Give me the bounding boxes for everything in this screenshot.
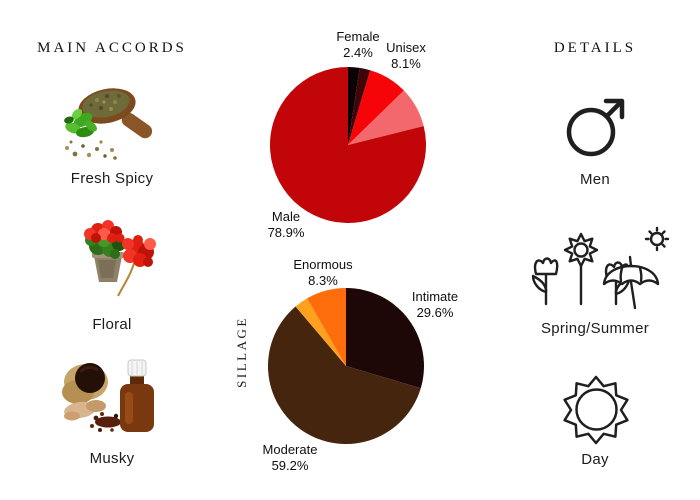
pie-label-intimate-pct: 29.6%: [416, 305, 454, 320]
pie-slice-unisex: [348, 70, 404, 145]
accord-label-floral: Floral: [92, 316, 132, 333]
sun-core: [575, 388, 618, 431]
sun-outline-icon: [563, 375, 629, 445]
pie-label-moderate: Moderate 59.2%: [259, 442, 321, 474]
musk-pod: [62, 363, 108, 404]
tulip-leaf: [531, 274, 548, 294]
pie-label-female-pct: 2.4%: [343, 45, 373, 60]
pie-label-male-pct: 78.9%: [267, 225, 305, 240]
pie-slice-unlabeled: [295, 298, 346, 366]
tulip-flower: [533, 257, 559, 276]
musk-powder: [90, 412, 128, 432]
sillage-pie-chart: [268, 288, 424, 444]
sun-rays: [563, 375, 629, 445]
pie-label-enormous-pct: 8.3%: [308, 273, 338, 288]
umbrella-pole: [629, 280, 637, 310]
pie-label-enormous: Enormous 8.3%: [292, 257, 354, 289]
details-header: DETAILS: [553, 40, 637, 56]
resin-chunks: [64, 400, 106, 421]
scattered-herbs: [65, 140, 117, 160]
pie-slice-female: [348, 67, 360, 145]
pie-slice-male: [270, 67, 426, 223]
fresh-spicy-image: [64, 88, 153, 160]
pie-label-female: Female 2.4%: [330, 29, 386, 61]
pie-label-male: Male 78.9%: [258, 209, 314, 241]
pie-slice-moderate: [268, 306, 421, 444]
pie-label-unisex: Unisex 8.1%: [378, 40, 434, 72]
accord-label-fresh-spicy: Fresh Spicy: [70, 170, 154, 187]
accord-label-musky: Musky: [89, 450, 135, 467]
gender-pie-chart: [270, 67, 426, 223]
musky-image: [62, 359, 154, 432]
red-blooms-left: [84, 220, 125, 243]
wooden-scoop: [78, 88, 153, 139]
sunflower-center: [573, 242, 589, 258]
pie-label-male-name: Male: [271, 209, 301, 224]
pie-label-moderate-name: Moderate: [262, 442, 318, 457]
detail-label-day: Day: [581, 451, 609, 468]
sillage-axis-label: SILLAGE: [234, 316, 249, 388]
red-bloom-right: [122, 235, 156, 267]
umbrella-rib-2: [638, 266, 643, 283]
pie-label-unisex-pct: 8.1%: [391, 56, 421, 71]
amber-bottle: [120, 359, 154, 432]
pie-slice-unlabeled: [348, 67, 371, 145]
detail-label-spring-summer: Spring/Summer: [540, 320, 650, 337]
umbrella-canopy: [602, 264, 660, 286]
pie-label-female-name: Female: [336, 29, 380, 44]
pie-label-intimate: Intimate 29.6%: [404, 289, 466, 321]
pie-label-intimate-name: Intimate: [411, 289, 459, 304]
small-sun: [649, 231, 665, 247]
pie-label-moderate-pct: 59.2%: [271, 458, 309, 473]
detail-label-men: Men: [579, 171, 611, 188]
pie-slice-enormous: [307, 288, 346, 366]
umbrella-rib: [619, 266, 624, 283]
pie-slice-unlabeled: [348, 90, 424, 145]
pie-slice-intimate: [346, 288, 424, 389]
flowers-umbrella-sun-icon: [531, 226, 670, 310]
green-leaves: [64, 108, 97, 138]
umbrella-tip: [628, 255, 633, 268]
floral-image: [84, 220, 156, 297]
pie-label-enormous-name: Enormous: [293, 257, 353, 272]
mars-male-icon: [566, 98, 625, 157]
main-accords-header: MAIN ACCORDS: [37, 40, 187, 56]
pie-label-unisex-name: Unisex: [386, 40, 426, 55]
